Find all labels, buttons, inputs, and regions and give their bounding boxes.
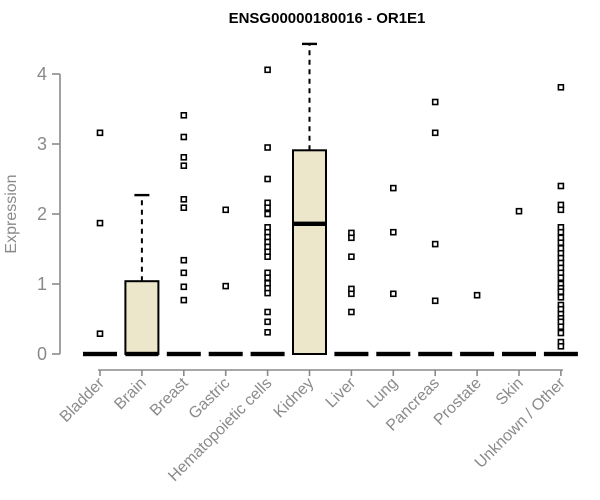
chart-title: ENSG00000180016 - OR1E1 xyxy=(229,10,426,27)
outlier-point xyxy=(180,269,188,277)
outlier-point xyxy=(348,253,355,260)
outlier-point xyxy=(557,206,565,214)
outlier-point xyxy=(264,289,271,297)
outlier-point xyxy=(431,240,439,248)
median-line xyxy=(334,351,369,357)
outlier-point xyxy=(264,144,271,151)
outlier-point xyxy=(180,162,188,169)
outlier-point xyxy=(222,282,229,290)
outlier-point xyxy=(264,175,271,183)
y-tick-label: 4 xyxy=(37,64,47,84)
x-category-label: Bladder xyxy=(57,374,108,425)
median-line xyxy=(502,351,536,357)
outlier-point xyxy=(431,98,439,106)
outlier-point xyxy=(180,154,188,161)
outlier-point xyxy=(557,329,565,337)
x-category-label: Brain xyxy=(111,375,149,413)
outlier-point xyxy=(96,330,104,338)
box-brain xyxy=(124,280,160,356)
median-line xyxy=(460,351,495,357)
outlier-point xyxy=(96,129,104,137)
outlier-point xyxy=(180,283,188,291)
outlier-point xyxy=(264,328,271,336)
outlier-point xyxy=(557,342,565,350)
median-line xyxy=(250,351,285,357)
median-line xyxy=(376,351,411,357)
outlier-point xyxy=(431,129,439,137)
outlier-point xyxy=(180,133,188,141)
outlier-point xyxy=(180,256,188,264)
outlier-point xyxy=(557,323,565,331)
outlier-point xyxy=(557,228,565,236)
x-category-label: Breast xyxy=(147,374,192,419)
outlier-point xyxy=(389,228,397,236)
outlier-point xyxy=(264,253,271,260)
boxes-group xyxy=(83,42,578,357)
outlier-point xyxy=(557,293,565,301)
median-line xyxy=(418,351,453,357)
outlier-point xyxy=(389,184,397,192)
outlier-point xyxy=(348,290,355,298)
outlier-point xyxy=(264,66,271,74)
outlier-point xyxy=(348,234,355,242)
outlier-point xyxy=(264,210,271,218)
x-category-label: Kidney xyxy=(271,375,318,422)
outlier-point xyxy=(431,297,439,305)
outlier-point xyxy=(264,308,271,316)
outlier-point xyxy=(348,308,355,316)
y-tick-label: 1 xyxy=(37,274,47,294)
outlier-point xyxy=(557,274,565,282)
median-line xyxy=(543,351,578,357)
median-line xyxy=(83,351,117,357)
outlier-point xyxy=(222,206,229,214)
outlier-point xyxy=(557,84,565,91)
median-line xyxy=(208,351,243,357)
y-tick-label: 3 xyxy=(37,134,47,154)
outlier-point xyxy=(180,296,188,304)
box-kidney xyxy=(292,149,327,355)
outlier-point xyxy=(264,318,271,326)
y-axis-label: Expression xyxy=(3,174,20,253)
median-line xyxy=(166,351,201,357)
outlier-point xyxy=(557,239,565,246)
x-category-label: Skin xyxy=(493,375,527,409)
outlier-point xyxy=(180,112,188,119)
outlier-point xyxy=(389,290,397,298)
outlier-point xyxy=(96,219,104,227)
outlier-point xyxy=(557,288,565,296)
outlier-point xyxy=(515,207,523,215)
y-tick-label: 0 xyxy=(37,344,47,364)
x-category-label: Lung xyxy=(364,375,401,412)
x-category-label: Liver xyxy=(323,374,360,411)
median-line xyxy=(125,351,159,357)
outlier-point xyxy=(180,196,188,203)
y-tick-label: 2 xyxy=(37,204,47,224)
median-line xyxy=(293,221,326,226)
outlier-point xyxy=(180,204,188,211)
outlier-point xyxy=(473,291,481,299)
outlier-point xyxy=(264,204,271,211)
outlier-point xyxy=(557,182,565,190)
outlier-point xyxy=(264,274,271,282)
